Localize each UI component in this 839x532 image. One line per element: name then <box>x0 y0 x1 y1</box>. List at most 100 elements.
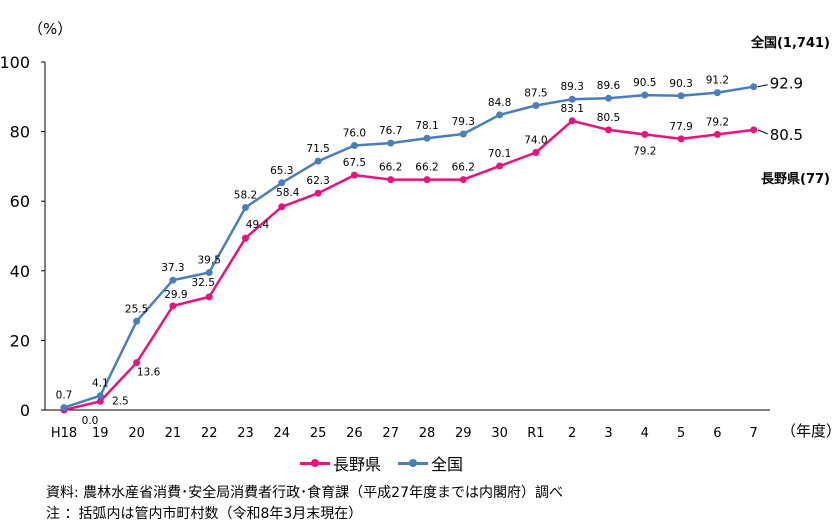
annotation-nagano: 長野県(77) <box>761 172 830 187</box>
data-label: 66.2 <box>452 162 475 174</box>
data-point <box>750 83 758 91</box>
data-point <box>96 397 104 405</box>
data-point <box>350 142 358 150</box>
y-tick-label: 100 <box>0 53 30 72</box>
x-tick-label: 25 <box>310 426 327 441</box>
data-label: 66.2 <box>415 162 438 174</box>
data-label: 67.5 <box>343 157 366 169</box>
y-tick-label: 20 <box>10 331 30 350</box>
footnote: 注 ：括弧内は管内市町村数（令和8年3月末現在） <box>46 506 363 522</box>
data-label: 4.1 <box>92 378 109 390</box>
end-label: 92.9 <box>770 75 803 93</box>
legend-swatch-national <box>398 458 428 467</box>
data-label: 77.9 <box>669 121 692 133</box>
legend-item-nagano: 長野県 <box>300 451 381 475</box>
data-label: 62.3 <box>306 175 329 187</box>
data-label: 32.5 <box>192 277 215 289</box>
data-point <box>205 269 213 277</box>
x-tick-label: 29 <box>455 426 472 441</box>
data-label: 89.3 <box>561 81 584 93</box>
data-label: 79.2 <box>706 116 729 128</box>
x-tick-label: 22 <box>201 426 218 441</box>
x-tick-label: 26 <box>346 426 363 441</box>
data-label: 39.5 <box>198 255 221 267</box>
y-tick-label: 0 <box>20 401 30 420</box>
y-tick-label: 60 <box>10 192 30 211</box>
legend-swatch-nagano <box>300 458 330 467</box>
legend-item-national: 全国 <box>398 451 463 475</box>
data-point <box>532 102 540 109</box>
data-label: 58.2 <box>234 189 257 201</box>
x-tick-label: 2 <box>568 426 576 441</box>
x-tick-label: 5 <box>677 426 685 441</box>
data-label: 83.1 <box>561 103 584 115</box>
data-label: 91.2 <box>706 75 729 87</box>
data-point <box>532 148 540 156</box>
data-point <box>423 176 431 184</box>
data-point <box>568 95 576 103</box>
x-tick-label: 24 <box>274 426 291 441</box>
x-tick-label: 23 <box>237 426 254 441</box>
data-point <box>314 157 322 165</box>
data-label: 79.2 <box>633 145 656 157</box>
legend-label-national: 全国 <box>431 455 464 474</box>
y-tick-label: 40 <box>10 262 30 281</box>
data-point <box>350 171 358 179</box>
data-point <box>169 276 177 284</box>
data-point <box>96 392 104 400</box>
data-point <box>387 176 395 184</box>
data-label: 90.5 <box>633 77 656 89</box>
x-tick-label: 30 <box>491 426 508 441</box>
end-label-leader <box>757 129 768 135</box>
end-label-leader <box>757 84 768 88</box>
data-point <box>641 91 649 99</box>
data-label: 49.4 <box>246 219 270 231</box>
data-point <box>605 94 612 102</box>
data-label: 76.7 <box>379 125 402 137</box>
data-point <box>169 302 177 310</box>
data-point <box>496 162 504 170</box>
data-point <box>278 179 286 187</box>
data-point <box>496 111 504 119</box>
data-label: 90.3 <box>669 78 692 90</box>
data-point <box>387 139 395 147</box>
data-label: 84.8 <box>488 97 511 109</box>
data-label: 71.5 <box>306 143 329 155</box>
data-label: 74.0 <box>524 134 547 146</box>
y-unit-label: （%） <box>28 20 72 38</box>
data-label: 13.6 <box>137 367 161 379</box>
x-tick-label: R1 <box>527 426 544 441</box>
data-point <box>278 203 286 211</box>
data-label: 70.1 <box>488 148 511 160</box>
data-label: 0.7 <box>56 390 73 402</box>
x-tick-label: 3 <box>604 426 612 441</box>
data-label: 78.1 <box>415 120 438 132</box>
data-point <box>641 130 649 138</box>
data-label: 37.3 <box>161 262 184 274</box>
data-point <box>133 317 141 325</box>
data-point <box>605 126 612 134</box>
data-point <box>713 130 721 138</box>
data-point <box>459 176 467 184</box>
data-label: 80.5 <box>597 112 620 124</box>
series-line-0 <box>63 119 754 412</box>
data-point <box>713 89 721 97</box>
data-point <box>568 117 576 125</box>
x-tick-label: 4 <box>641 426 649 441</box>
x-tick-label: 27 <box>382 426 399 441</box>
data-label: 2.5 <box>112 395 129 407</box>
x-tick-label: 21 <box>165 426 182 441</box>
data-labels: 0.7 4.1 25.5 37.3 39.5 58.2 65.3 71.5 76.0 76.7 78… <box>56 75 729 427</box>
data-point <box>60 404 68 412</box>
x-tick-label: H18 <box>51 426 77 441</box>
data-label: 87.5 <box>524 88 547 100</box>
axes <box>44 62 770 411</box>
data-point <box>133 359 141 367</box>
x-tick-label: 7 <box>750 426 758 441</box>
x-unit-label: （年度） <box>781 422 839 440</box>
legend-label-nagano: 長野県 <box>333 455 382 474</box>
data-label: 0.0 <box>82 415 99 427</box>
data-point <box>242 203 249 211</box>
data-label: 76.0 <box>343 128 366 140</box>
data-label: 79.3 <box>452 116 475 128</box>
